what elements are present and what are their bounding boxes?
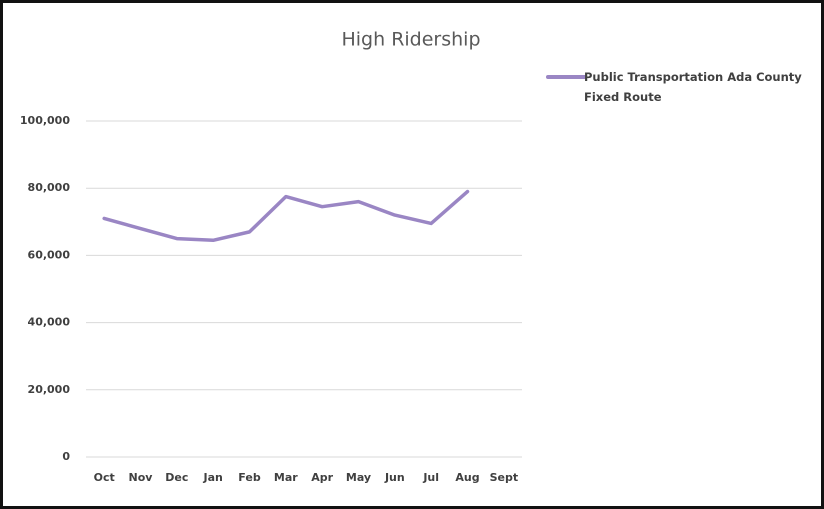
x-tick-label: Aug: [455, 471, 479, 484]
y-tick-label: 100,000: [20, 114, 70, 127]
series-line: [102, 189, 470, 243]
x-tick-label: Jul: [422, 471, 439, 484]
x-tick-label: Jun: [384, 471, 405, 484]
y-tick-label: 20,000: [28, 383, 71, 396]
x-tick-label: May: [346, 471, 371, 484]
x-tick-label: Mar: [274, 471, 298, 484]
y-tick-label: 0: [62, 450, 70, 463]
x-tick-label: Feb: [238, 471, 261, 484]
y-tick-label: 60,000: [28, 248, 71, 261]
chart-title: High Ridership: [341, 29, 480, 51]
x-tick-label: Sept: [490, 471, 519, 484]
x-tick-label: Oct: [94, 471, 115, 484]
x-tick-label: Dec: [165, 471, 188, 484]
x-tick-label: Apr: [311, 471, 333, 484]
x-tick-label: Nov: [129, 471, 154, 484]
x-tick-label: Jan: [202, 471, 222, 484]
legend-label: Public Transportation Ada County Fixed R…: [584, 70, 802, 104]
y-tick-label: 80,000: [28, 181, 71, 194]
y-tick-label: 40,000: [28, 316, 71, 329]
